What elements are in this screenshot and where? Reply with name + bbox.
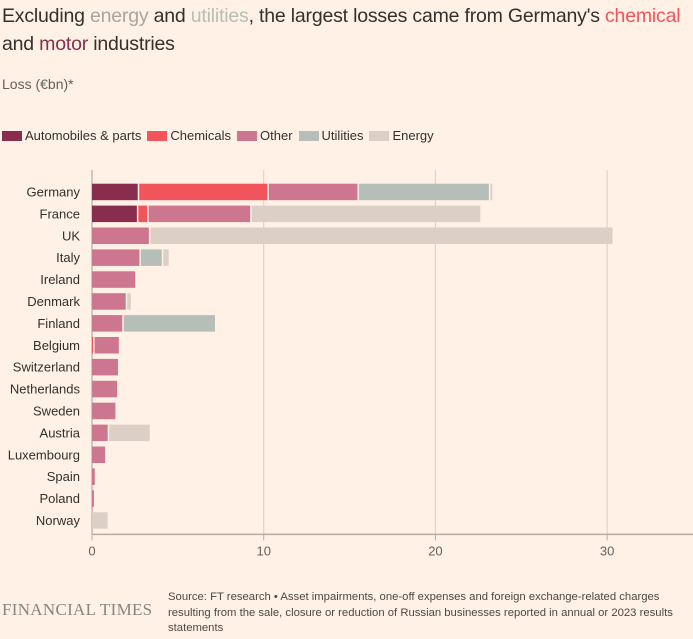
legend-item-utilities: Utilities <box>298 128 364 143</box>
source-note: Source: FT research • Asset impairments,… <box>168 591 673 634</box>
title-utilities-highlight: utilities <box>190 5 249 27</box>
bar-italy-other <box>92 249 140 266</box>
legend-swatch <box>2 130 22 141</box>
legend-label: Automobiles & parts <box>25 128 142 143</box>
category-label: Austria <box>40 425 81 440</box>
title-part: and <box>148 5 191 27</box>
bar-spain-other <box>92 468 95 485</box>
category-label: Finland <box>37 316 80 331</box>
legend-label: Other <box>260 128 293 143</box>
category-label: Italy <box>56 250 80 265</box>
bar-uk-other <box>92 227 149 244</box>
bar-belgium-other <box>94 337 119 354</box>
legend-swatch <box>369 130 390 141</box>
legend-label: Chemicals <box>170 128 232 143</box>
chart-plot: 0 10 20 30 Germany France UK Italy Ireland Denmar… <box>8 170 693 558</box>
bar-austria-other <box>92 424 108 442</box>
bar-finland-utilities <box>123 315 215 332</box>
bar-poland-other <box>92 490 94 507</box>
bar-luxembourg-other <box>92 446 106 463</box>
legend-item-chemicals: Chemicals <box>147 128 231 143</box>
category-label: Luxembourg <box>8 447 80 462</box>
x-tick-label: 30 <box>600 543 614 558</box>
title-part: industries <box>88 33 175 55</box>
bar-denmark-energy <box>127 293 131 310</box>
bar-ireland-other <box>92 271 136 288</box>
legend-swatch <box>298 130 319 141</box>
category-label: Ireland <box>40 272 80 287</box>
bar-germany-other <box>268 183 358 201</box>
x-tick-label: 10 <box>256 543 270 558</box>
ft-logo: FINANCIAL TIMES <box>2 600 153 619</box>
bar-italy-energy <box>163 249 169 266</box>
category-label: Spain <box>47 469 80 484</box>
legend-swatch <box>237 130 258 141</box>
bar-france-automobiles-parts <box>92 205 137 223</box>
bar-uk-energy <box>150 227 613 244</box>
category-label: France <box>40 206 80 221</box>
bar-belgium-chemicals <box>92 337 94 354</box>
category-label: Sweden <box>33 403 80 418</box>
x-tick-label: 20 <box>428 543 442 558</box>
category-label: UK <box>62 228 80 243</box>
title-chemical-highlight: chemical <box>605 5 681 27</box>
bar-switzerland-other <box>92 358 118 376</box>
bar-norway-energy <box>92 512 108 529</box>
x-tick-label: 0 <box>88 543 95 558</box>
title-energy-highlight: energy <box>89 5 149 27</box>
legend-item-automobiles-parts: Automobiles & parts <box>2 128 141 143</box>
bar-france-chemicals <box>138 205 148 223</box>
category-label: Norway <box>36 513 81 528</box>
legend-swatch <box>147 130 168 141</box>
bar-sweden-other <box>92 402 116 420</box>
bar-germany-chemicals <box>139 183 268 201</box>
chart-title: Excluding energy and utilities, the larg… <box>2 2 692 58</box>
bar-germany-automobiles-parts <box>92 183 138 201</box>
legend-item-other: Other <box>237 128 293 143</box>
category-label: Germany <box>27 184 81 199</box>
bar-france-energy <box>251 205 481 223</box>
title-motor-highlight: motor <box>39 33 89 55</box>
title-part: and <box>2 33 40 55</box>
bar-netherlands-other <box>92 380 118 398</box>
category-label: Netherlands <box>10 382 81 397</box>
bar-denmark-other <box>92 293 126 310</box>
category-label: Denmark <box>27 294 80 309</box>
category-label: Belgium <box>33 338 80 353</box>
legend-item-energy: Energy <box>369 128 434 143</box>
bar-italy-utilities <box>140 249 162 266</box>
bar-germany-energy <box>490 183 493 201</box>
bar-finland-other <box>92 315 123 332</box>
legend-label: Utilities <box>321 128 364 143</box>
category-label: Switzerland <box>13 360 80 375</box>
bar-france-other <box>148 205 251 223</box>
legend-label: Energy <box>392 128 434 143</box>
legend: Automobiles & parts Chemicals Other Utiliti… <box>2 128 440 143</box>
category-label: Poland <box>40 491 80 506</box>
bar-germany-utilities <box>359 183 489 201</box>
chart-subtitle: Loss (€bn)* <box>2 76 74 92</box>
bar-austria-energy <box>109 424 150 442</box>
title-part: Excluding <box>2 5 90 27</box>
title-part: , the largest losses came from Germany's <box>248 5 605 27</box>
